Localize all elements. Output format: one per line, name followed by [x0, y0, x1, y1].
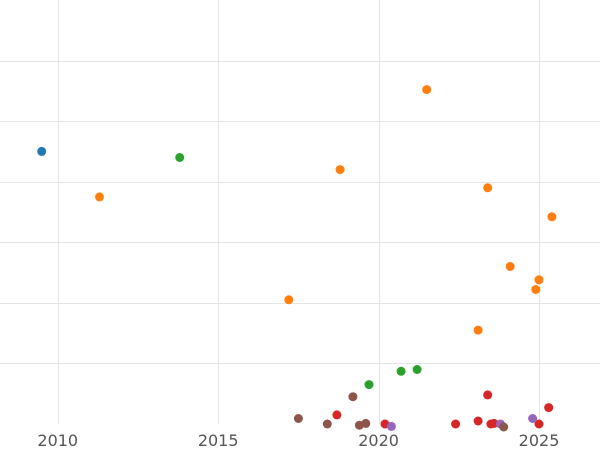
data-point-purple-3 — [528, 414, 538, 423]
data-point-green-3 — [396, 366, 406, 376]
data-point-orange-2 — [284, 295, 294, 305]
x-tick-label-2025: 2025 — [519, 431, 560, 450]
data-point-orange-10 — [547, 212, 557, 222]
data-point-red-8 — [534, 419, 544, 429]
x-tick-label-2020: 2020 — [358, 431, 399, 450]
x-tick-label-2010: 2010 — [37, 431, 78, 450]
data-point-orange-8 — [531, 285, 541, 294]
data-point-green-2 — [364, 380, 374, 390]
data-point-red-3 — [451, 419, 461, 429]
data-point-red-5 — [483, 390, 493, 400]
data-point-orange-9 — [534, 275, 544, 285]
data-point-red-1 — [332, 410, 342, 420]
data-point-brown-5 — [361, 418, 371, 428]
data-point-red-9 — [544, 403, 554, 413]
series-purple — [386, 414, 538, 431]
data-point-green-4 — [412, 365, 422, 374]
data-point-red-4 — [473, 416, 483, 426]
series-red — [332, 390, 554, 429]
grid-layer — [0, 0, 600, 424]
data-point-orange-4 — [422, 85, 432, 95]
series-brown — [293, 392, 509, 432]
data-point-brown-2 — [322, 419, 332, 429]
data-point-orange-5 — [473, 325, 483, 335]
data-point-blue-1 — [37, 146, 47, 156]
data-point-orange-6 — [483, 183, 493, 193]
series-blue — [37, 146, 47, 156]
x-tick-labels: 2010 2015 2020 2025 — [37, 431, 559, 450]
data-point-brown-3 — [348, 392, 358, 402]
data-point-green-1 — [175, 153, 185, 162]
data-point-orange-1 — [95, 192, 104, 202]
data-point-brown-1 — [293, 414, 303, 423]
data-point-purple-1 — [386, 421, 396, 431]
x-tick-label-2015: 2015 — [198, 431, 239, 450]
data-point-orange-7 — [505, 262, 515, 271]
series-green — [175, 153, 422, 390]
data-point-brown-6 — [499, 422, 509, 432]
series-orange — [95, 85, 557, 335]
data-point-orange-3 — [335, 165, 345, 175]
points-layer — [37, 85, 557, 432]
